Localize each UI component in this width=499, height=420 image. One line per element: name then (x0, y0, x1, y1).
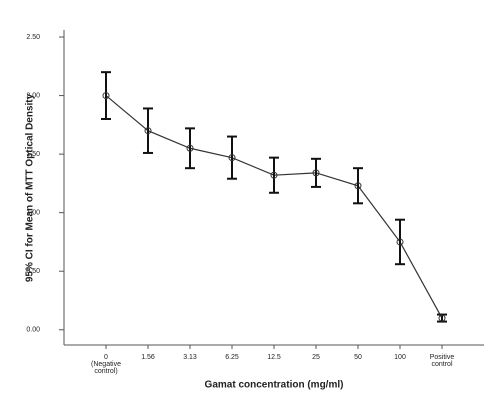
marker (144, 127, 152, 135)
error-bar (101, 71, 111, 120)
x-tick-label: 12.5 (267, 354, 281, 361)
x-tick-label: 100 (394, 354, 406, 361)
y-tick-label: 2.50 (26, 34, 40, 41)
error-bar (311, 157, 321, 188)
error-bar (227, 135, 237, 180)
x-tick-label: 1.56 (141, 354, 155, 361)
marker (270, 171, 278, 179)
x-tick-label: 6.25 (225, 354, 239, 361)
error-bar (353, 167, 363, 205)
marker (396, 238, 404, 246)
x-tick-label: 25 (312, 354, 320, 361)
error-bar (437, 313, 447, 323)
error-bar (269, 156, 279, 194)
y-tick-label: 1.50 (26, 151, 40, 158)
marker (312, 169, 320, 177)
error-bar (185, 127, 195, 170)
y-tick-label: 0.50 (26, 268, 40, 275)
y-tick-label: 2.00 (26, 92, 40, 99)
error-bar (143, 107, 153, 154)
x-tick-label: 0 (Negative control) (91, 354, 121, 375)
marker (354, 182, 362, 190)
x-tick-label: 3.13 (183, 354, 197, 361)
error-bar (395, 218, 405, 266)
line (105, 95, 443, 319)
y-tick-label: 0.00 (26, 327, 40, 334)
x-tick-label: 50 (354, 354, 362, 361)
marker (186, 144, 194, 152)
marker (438, 314, 446, 322)
marker (102, 92, 110, 100)
x-axis-title: Gamat concentration (mg/ml) (205, 380, 344, 391)
y-axis-title: 95% CI for Mean of MTT Optical Density (25, 93, 36, 282)
marker (228, 154, 236, 162)
y-tick-label: 1.00 (26, 210, 40, 217)
x-tick-label: Positive control (430, 354, 455, 368)
